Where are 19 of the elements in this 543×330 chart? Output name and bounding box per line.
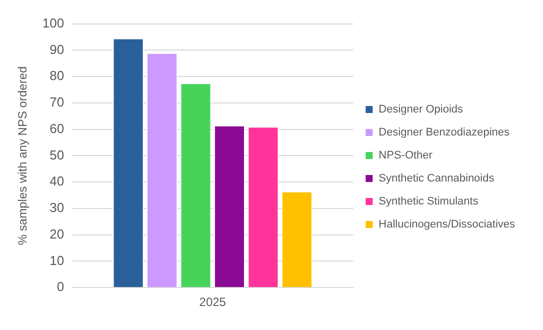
y-tick-label: 90 [50, 42, 64, 57]
x-tick-label: 2025 [199, 295, 226, 310]
y-tick-label: 70 [50, 94, 64, 110]
y-tick-label: 10 [50, 252, 64, 268]
y-tick-label: 30 [50, 200, 64, 216]
y-axis-title: % samples with any NPS ordered [16, 66, 30, 246]
legend-label: Designer Benzodiazepines [378, 126, 510, 139]
y-tick-label: 100 [42, 15, 64, 30]
y-tick-label: 40 [50, 174, 64, 189]
y-tick-label: 20 [50, 226, 64, 242]
legend-label: Designer Opioids [378, 104, 464, 116]
legend-label: Hallucinogens/Dissociatives [378, 218, 516, 231]
legend-label: NPS-Other [378, 150, 433, 162]
y-tick-label: 50 [50, 147, 64, 162]
y-tick-label: 60 [50, 120, 64, 136]
legend-label: Synthetic Stimulants [378, 196, 479, 208]
y-tick-label: 80 [50, 68, 64, 84]
legend-label: Synthetic Cannabinoids [378, 172, 495, 185]
y-tick-label: 0 [56, 279, 64, 294]
